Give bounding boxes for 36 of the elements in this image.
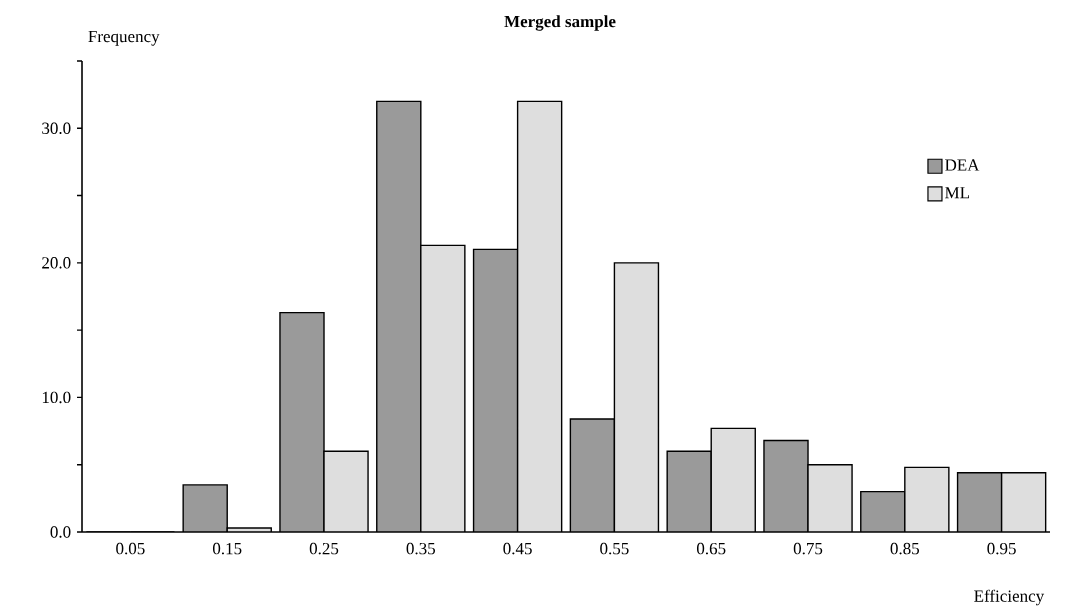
bar — [956, 472, 1003, 532]
y-tick-label: 0.0 — [50, 526, 71, 538]
bar — [570, 418, 615, 532]
bar — [711, 428, 756, 532]
bar — [183, 484, 228, 532]
x-tick-label: 0.65 — [696, 542, 726, 555]
bar — [667, 451, 712, 532]
x-tick-label: 0.25 — [309, 542, 339, 555]
bar — [808, 464, 853, 532]
legend-label: ML — [945, 187, 970, 199]
y-axis-title: Frequency — [88, 30, 160, 46]
bar — [904, 467, 949, 532]
x-tick-label: 0.45 — [503, 542, 532, 555]
legend-label: DEA — [945, 159, 980, 171]
y-tick-label: 30.0 — [42, 122, 71, 135]
bar — [420, 245, 465, 532]
bar — [376, 101, 421, 532]
bar — [614, 262, 659, 532]
bar — [473, 249, 518, 532]
y-tick-label: 10.0 — [42, 391, 71, 404]
x-tick-label: 0.75 — [793, 542, 823, 555]
bar — [279, 312, 325, 532]
bar — [860, 491, 905, 532]
bar — [1000, 472, 1047, 532]
bar — [324, 451, 369, 532]
chart-title: Merged sample — [504, 15, 616, 31]
x-tick-label: 0.55 — [600, 542, 629, 555]
x-tick-label: 0.05 — [116, 542, 145, 555]
x-tick-label: 0.85 — [890, 542, 920, 555]
x-tick-label: 0.15 — [212, 542, 242, 555]
bar — [763, 440, 809, 532]
bar — [517, 101, 562, 532]
x-tick-label: 0.95 — [987, 542, 1016, 555]
x-axis-title: Efficiency — [974, 589, 1045, 606]
y-tick-label: 20.0 — [42, 257, 71, 269]
x-tick-label: 0.35 — [406, 542, 436, 555]
